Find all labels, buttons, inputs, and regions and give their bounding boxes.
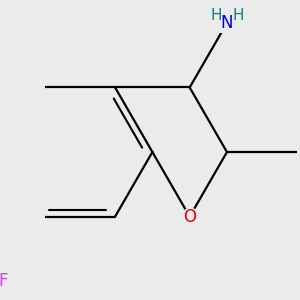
Text: N: N [221, 14, 233, 32]
Text: F: F [0, 272, 8, 290]
Text: H: H [210, 8, 222, 23]
Text: H: H [232, 8, 244, 23]
Text: O: O [183, 208, 196, 226]
